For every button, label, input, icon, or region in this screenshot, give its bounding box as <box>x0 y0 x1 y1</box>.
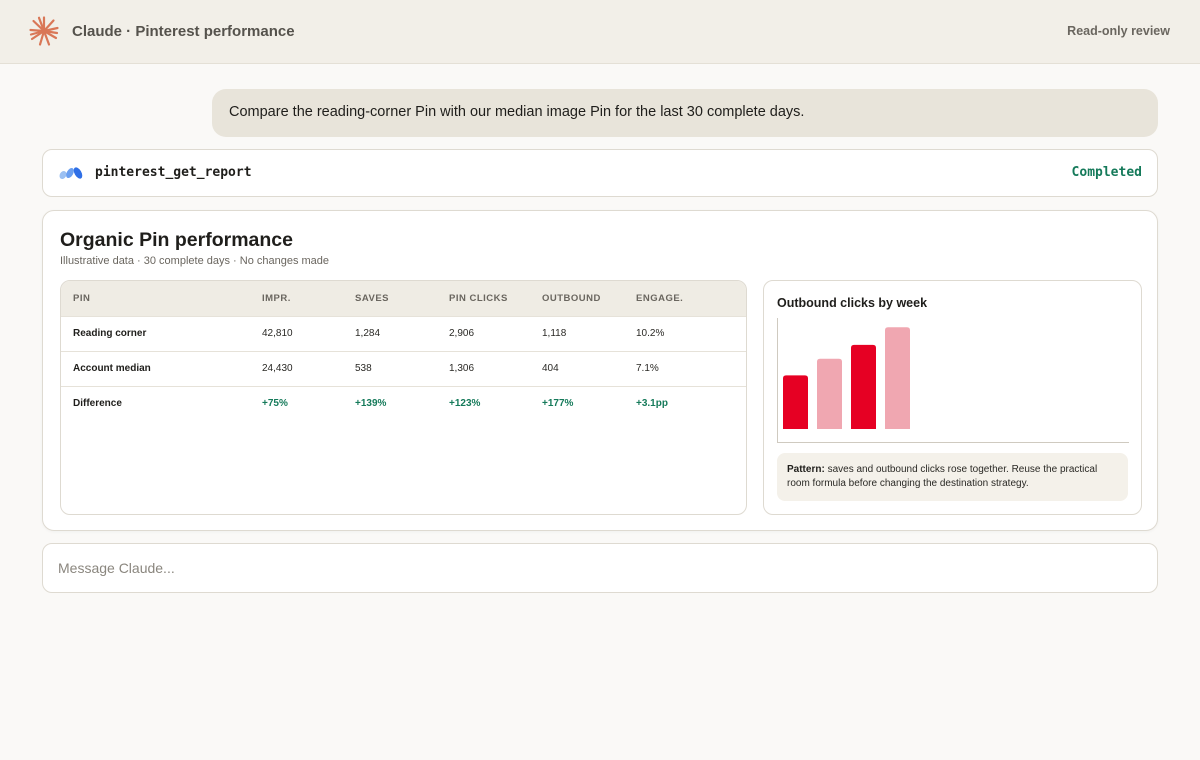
table-cell: 404 <box>542 363 559 374</box>
table-cell: Account median <box>73 363 151 374</box>
table-cell: 42,810 <box>262 328 293 339</box>
tool-status: Completed <box>1071 165 1142 180</box>
table-cell: 1,284 <box>355 328 381 339</box>
pattern-note: Pattern: saves and outbound clicks rose … <box>777 453 1128 501</box>
table-row: Reading corner 42,810 1,284 2,906 1,118 … <box>61 316 746 351</box>
table-cell: +123% <box>449 398 481 410</box>
outbound-clicks-chart <box>777 318 1129 443</box>
tool-call-card[interactable]: pinterest_get_report Completed <box>42 149 1158 197</box>
table-cell: +177% <box>542 398 574 410</box>
table-cell: 1,306 <box>449 363 475 374</box>
column-header: ENGAGE. <box>636 292 684 304</box>
column-header: PIN <box>73 292 91 304</box>
table-cell: 2,906 <box>449 328 475 339</box>
message-input[interactable] <box>58 558 1138 578</box>
table-cell: Reading corner <box>73 328 147 339</box>
report-subtitle: Illustrative data · 30 complete days · N… <box>60 255 330 267</box>
chart-panel: Outbound clicks by week Pattern: saves a… <box>763 280 1142 515</box>
chart-bar <box>817 358 842 429</box>
user-message: Compare the reading-corner Pin with our … <box>212 89 1158 137</box>
app-title: Claude · Pinterest performance <box>72 23 295 40</box>
tool-name: pinterest_get_report <box>95 165 252 180</box>
chart-bar <box>851 344 876 429</box>
table-cell: 538 <box>355 363 372 374</box>
table-row: Difference +75% +139% +123% +177% +3.1pp <box>61 386 746 421</box>
column-header: IMPR. <box>262 292 291 304</box>
read-only-label: Read-only review <box>1067 24 1170 38</box>
connector-icon <box>59 167 83 179</box>
top-bar: Claude · Pinterest performance Read-only… <box>0 0 1200 64</box>
table-cell: 1,118 <box>542 328 567 339</box>
message-composer[interactable] <box>42 543 1158 593</box>
claude-sunburst-icon <box>29 16 59 46</box>
table-cell: Difference <box>73 398 122 410</box>
table-cell: 10.2% <box>636 328 665 339</box>
table-row: Account median 24,430 538 1,306 404 7.1% <box>61 351 746 386</box>
pattern-text: saves and outbound clicks rose together.… <box>787 464 1098 489</box>
report-card: Organic Pin performance Illustrative dat… <box>42 210 1158 531</box>
table-cell: 24,430 <box>262 363 293 374</box>
chart-title: Outbound clicks by week <box>777 296 928 310</box>
table-header-row: PIN IMPR. SAVES PIN CLICKS OUTBOUND ENGA… <box>61 281 746 316</box>
table-cell: 7.1% <box>636 363 659 374</box>
column-header: PIN CLICKS <box>449 292 508 304</box>
table-cell: +75% <box>262 398 288 410</box>
pattern-label: Pattern: <box>787 464 825 475</box>
column-header: OUTBOUND <box>542 292 601 304</box>
report-title: Organic Pin performance <box>60 229 293 251</box>
chart-bar <box>885 327 910 429</box>
table-cell: +139% <box>355 398 387 410</box>
table-cell: +3.1pp <box>636 398 668 410</box>
performance-table: PIN IMPR. SAVES PIN CLICKS OUTBOUND ENGA… <box>60 280 747 515</box>
column-header: SAVES <box>355 292 390 304</box>
chart-bar <box>783 375 808 429</box>
